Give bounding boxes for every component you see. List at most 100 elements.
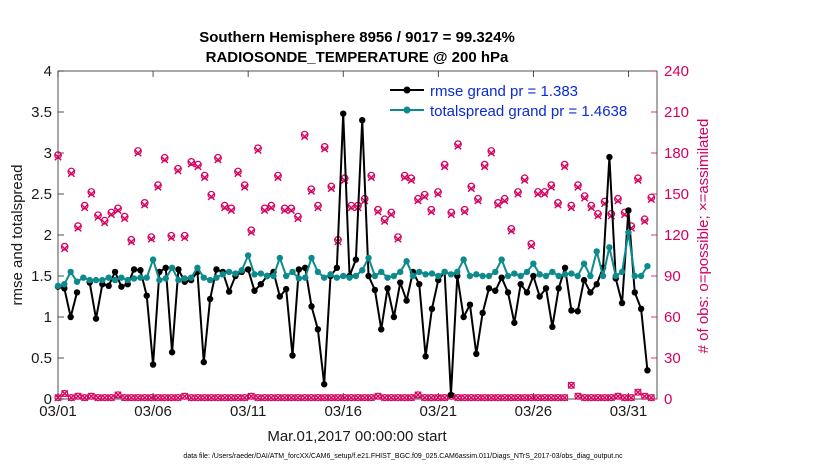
totalspread-point [403, 258, 410, 265]
obs-bottom-possible-marker [474, 394, 482, 402]
obs-bottom-assimilated-marker-b [287, 393, 296, 402]
obs-bottom-assimilated-marker-b [274, 393, 282, 402]
rmse-point [314, 326, 322, 333]
rmse-point [320, 381, 328, 388]
obs-assimilated-marker-b [67, 169, 76, 178]
totalspread-point [181, 275, 188, 282]
obs-assimilated-marker-b [140, 201, 149, 209]
obs-bottom-assimilated-marker-b [514, 393, 522, 402]
y-axis-left: 0 0.5 1 1.5 2 2.5 3 3.5 4 [31, 63, 64, 408]
obs-bottom-assimilated-marker-b [367, 393, 376, 402]
obs-bottom-possible-marker [547, 394, 555, 402]
obs-assimilated-marker-b [467, 184, 476, 193]
obs-possible-marker [167, 231, 176, 240]
obs-bottom-assimilated-marker-b [420, 393, 429, 402]
obs-bottom-possible-marker [167, 394, 175, 402]
totalspread-point [599, 272, 607, 280]
totalspread-point [124, 276, 131, 284]
obs-assimilated-marker-b [494, 201, 502, 209]
obs-bottom-assimilated-marker-b [527, 393, 535, 402]
obs-assimilated-marker-b [580, 194, 589, 202]
obs-bottom-assimilated-marker-b [267, 393, 276, 402]
obs-bottom-assimilated-marker-b [100, 393, 109, 402]
obs-bottom-assimilated-marker-b [520, 393, 529, 402]
rmse-point [447, 391, 455, 399]
totalspread-point [460, 256, 467, 263]
obs-bottom-assimilated-marker-b [260, 393, 269, 402]
rmse-point [416, 281, 423, 288]
rmse-point [473, 350, 480, 358]
totalspread-point [238, 267, 246, 274]
chart-title-line1: Southern Hemisphere 8956 / 9017 = 99.324… [199, 29, 515, 46]
obs-assimilated-marker-b [100, 219, 109, 227]
obs-possible-marker [180, 231, 189, 240]
obs-assimilated-marker-b [80, 203, 89, 212]
rmse-point [308, 303, 315, 310]
obs-bottom-possible-marker [454, 394, 462, 402]
obs-possible-marker [60, 242, 69, 251]
obs-possible-marker [140, 199, 149, 207]
totalspread-point [422, 271, 429, 278]
obs-bottom-assimilated-marker-b [394, 393, 402, 402]
obs-possible-marker [294, 212, 302, 221]
obs-bottom-assimilated-marker-b [414, 391, 422, 399]
obs-possible-marker [600, 197, 609, 206]
obs-bottom-assimilated-marker-b [227, 393, 236, 402]
obs-bottom-assimilated-marker-b [67, 393, 76, 402]
totalspread-point [289, 268, 296, 276]
obs-possible-marker [287, 204, 296, 213]
obs-bottom-possible-marker [281, 394, 289, 402]
y-right-tick-label: 30 [664, 350, 681, 367]
obs-bottom-assimilated-marker-b [214, 393, 222, 402]
rmse-point [580, 276, 588, 284]
totalspread-point [466, 272, 474, 280]
obs-bottom-assimilated-marker-b [494, 393, 502, 402]
rmse-point [625, 207, 632, 214]
rmse-point [593, 281, 600, 288]
rmse-point [105, 282, 112, 290]
obs-bottom-assimilated-marker-b [247, 392, 256, 400]
x-tick-label: 03/06 [134, 403, 172, 420]
totalspread-point [206, 276, 214, 284]
obs-assimilated-marker-b [194, 162, 202, 171]
obs-possible-marker [134, 147, 142, 155]
obs-bottom-assimilated-marker-b [200, 393, 209, 402]
rmse-point [517, 281, 524, 288]
totalspread-point [371, 272, 379, 280]
rmse-point [637, 305, 645, 312]
obs-bottom-assimilated-marker-b [234, 393, 242, 402]
obs-bottom-possible-marker [641, 392, 649, 400]
totalspread-point [137, 274, 144, 281]
obs-bottom-possible-marker [227, 394, 235, 402]
obs-assimilated-marker-b [507, 227, 515, 235]
totalspread-point [301, 274, 309, 281]
obs-bottom-possible-marker [174, 394, 182, 402]
rmse-line [57, 285, 78, 318]
totalspread-point [580, 260, 588, 267]
rmse-point [92, 315, 100, 322]
obs-assimilated-marker-b [320, 145, 329, 153]
y-axis-left-label: rmse and totalspread [9, 165, 26, 306]
obs-bottom-possible-marker [627, 394, 635, 402]
obs-bottom-assimilated-marker-b [547, 393, 555, 402]
obs-bottom-assimilated-marker-b [127, 393, 136, 402]
totalspread-point [333, 274, 341, 281]
totalspread-point [409, 272, 417, 280]
rmse-point [244, 266, 252, 273]
rmse-point [384, 285, 391, 292]
totalspread-point [194, 264, 201, 271]
rmse-point [200, 358, 207, 366]
obs-bottom-possible-marker [394, 394, 402, 402]
totalspread-point [593, 248, 600, 255]
obs-assimilated-marker-b [514, 190, 522, 198]
obs-possible-marker [414, 194, 422, 203]
obs-bottom-possible-marker [361, 394, 369, 402]
obs-bottom-possible-marker [321, 394, 329, 402]
rmse-point [523, 289, 531, 296]
obs-possible-marker [400, 171, 409, 180]
obs-possible-marker [487, 147, 496, 155]
totalspread-point [606, 244, 613, 251]
obs-possible-marker [274, 171, 282, 180]
obs-bottom-assimilated-marker-b [54, 393, 62, 402]
obs-possible-marker [380, 215, 389, 224]
